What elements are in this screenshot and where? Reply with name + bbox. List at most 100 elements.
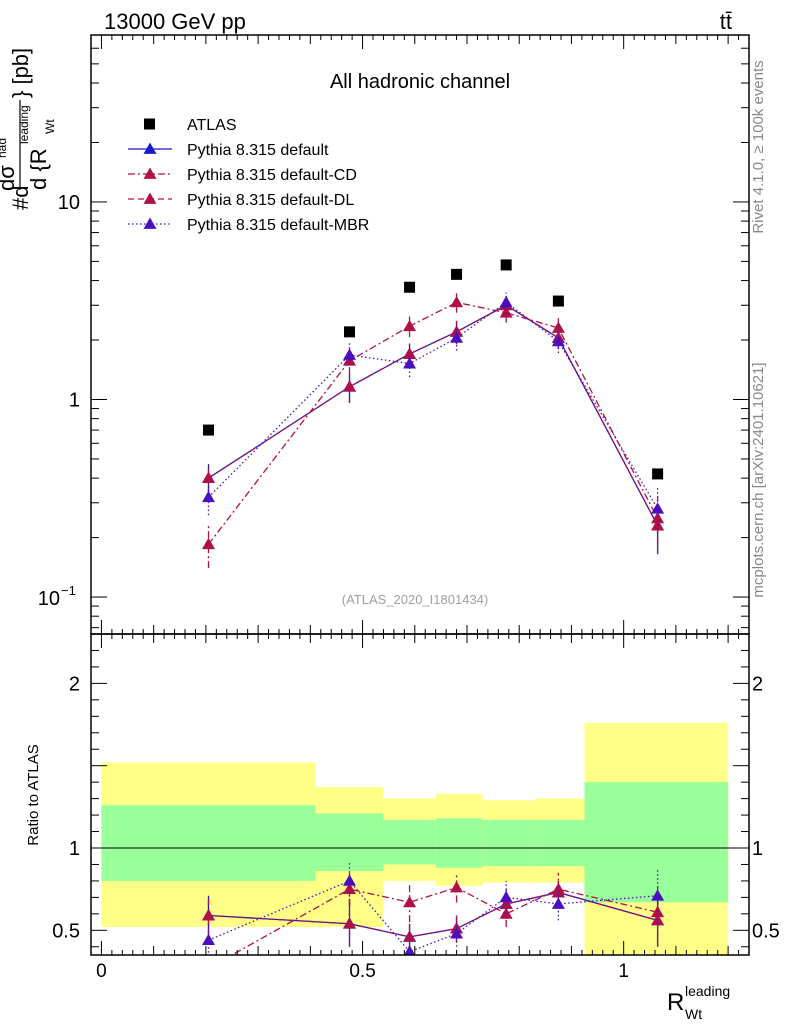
ratio-marker-dl <box>202 908 215 921</box>
legend-entry-mbr: Pythia 8.315 default-MBR <box>128 217 369 234</box>
ratio-marker-cd <box>202 962 215 973</box>
ratio-marker-dl <box>499 897 513 909</box>
legend-marker-mbr <box>143 217 157 229</box>
main-marker-mbr <box>499 295 513 308</box>
y-tick-label: 10 −1 <box>38 583 76 610</box>
main-marker-mbr <box>551 334 565 347</box>
legend-label-cd: Pythia 8.315 default-CD <box>187 167 357 184</box>
ratio-y-tick-label-right: 0.5 <box>752 920 780 942</box>
x-tick-label: 0.5 <box>349 961 375 982</box>
y-label-denominator: d {R <box>26 148 51 190</box>
ratio-marker-mbr <box>202 933 215 946</box>
ratio-y-axis-label: Ratio to ATLAS <box>25 744 42 845</box>
main-marker-dl <box>450 325 464 337</box>
main-series-atlas <box>203 259 664 480</box>
ratio-band-inner <box>584 782 729 903</box>
main-marker-cd <box>551 321 565 333</box>
ratio-marker-mbr <box>651 889 665 901</box>
main-marker-mbr <box>343 348 356 360</box>
ratio-marker-dl <box>403 930 417 942</box>
ratio-panel-frame <box>90 633 750 956</box>
main-series-mbr <box>202 292 665 538</box>
legend-entry-atlas: ATLAS <box>144 117 237 134</box>
x-tick-label: 1 <box>618 961 629 982</box>
y-tick-label-exp: −1 <box>61 583 76 598</box>
ratio-band-inner <box>534 820 585 867</box>
energy-label: 13000 GeV pp <box>104 9 246 34</box>
y-label-suffix: } [pb] <box>8 48 33 98</box>
atlas-data-point <box>451 268 463 280</box>
ratio-band-inner <box>101 805 316 881</box>
main-y-axis-label: #d dσ had d {R leading Wt } [pb] <box>0 48 57 210</box>
chart-title: All hadronic channel <box>330 71 510 93</box>
ratio-band-inner <box>315 813 384 872</box>
ratio-y-tick-label: 0.5 <box>52 920 80 942</box>
ratio-panel-background <box>91 722 749 955</box>
main-marker-cd <box>202 537 215 550</box>
main-marker-cd <box>450 295 464 308</box>
y-label-denominator-sub: Wt <box>43 119 57 134</box>
legend-swatch-atlas <box>144 118 155 130</box>
legend-entry-dl: Pythia 8.315 default-DL <box>128 192 354 209</box>
analysis-label: (ATLAS_2020_I1801434) <box>342 592 488 607</box>
main-series-cd <box>202 293 665 569</box>
ratio-marker-cd <box>403 895 417 908</box>
ratio-marker-mbr <box>551 897 565 909</box>
ratio-series-mbr <box>202 861 665 955</box>
atlas-data-point <box>552 295 564 307</box>
main-line-mbr <box>208 301 659 510</box>
main-marker-mbr <box>202 490 215 503</box>
series-layer <box>202 259 665 973</box>
main-series-default <box>202 295 665 555</box>
ratio-y-tick-label-right: 2 <box>752 673 763 695</box>
main-marker-cd <box>403 319 417 332</box>
legend: ATLAS Pythia 8.315 default Pythia 8.315 de… <box>128 117 369 234</box>
main-series-dl <box>202 295 665 555</box>
ratio-y-tick-label-right: 1 <box>752 838 763 860</box>
y-label-denominator-sup: leading <box>17 105 31 144</box>
ratio-marker-mbr <box>403 945 416 955</box>
atlas-data-point <box>652 468 664 480</box>
y-tick-label-base: 10 <box>38 588 60 610</box>
atlas-data-point <box>344 326 355 338</box>
rivet-label: Rivet 4.1.0, ≥ 100k events <box>750 60 767 233</box>
legend-label-mbr: Pythia 8.315 default-MBR <box>187 217 369 234</box>
legend-label-atlas: ATLAS <box>187 117 237 134</box>
atlas-data-point <box>404 281 416 293</box>
x-tick-label: 0 <box>96 961 107 982</box>
main-marker-dl <box>202 471 215 483</box>
legend-marker-cd <box>143 167 157 179</box>
ratio-y-tick-label: 2 <box>69 673 80 695</box>
legend-marker-dl <box>143 192 157 204</box>
x-axis-label: R leading Wt <box>667 983 730 1022</box>
y-tick-label: 10 <box>58 192 80 214</box>
ratio-band-inner <box>383 820 436 865</box>
process-label: tt̄ <box>720 9 732 34</box>
source-label: mcplots.cern.ch [arXiv:2401.10621] <box>750 362 767 597</box>
ratio-marker-cd <box>450 881 464 893</box>
ratio-y-tick-label: 1 <box>69 838 80 860</box>
legend-entry-default: Pythia 8.315 default <box>128 142 329 159</box>
x-label-sup: leading <box>685 983 730 999</box>
y-label-numerator: dσ <box>0 165 19 191</box>
legend-entry-cd: Pythia 8.315 default-CD <box>128 167 357 184</box>
legend-marker-default <box>143 142 157 154</box>
ratio-band-inner <box>482 820 535 867</box>
ratio-marker-mbr <box>499 890 513 903</box>
main-marker-dl <box>403 347 417 359</box>
ratio-marker-dl <box>343 917 356 929</box>
ratio-band-inner <box>435 818 483 868</box>
main-marker-mbr <box>450 331 464 343</box>
legend-label-default: Pythia 8.315 default <box>187 142 329 159</box>
ratio-marker-mbr <box>343 874 356 886</box>
main-marker-dl <box>343 380 356 392</box>
main-line-cd <box>207 301 659 545</box>
x-label-main: R <box>667 989 684 1016</box>
x-label-sub: Wt <box>685 1006 702 1022</box>
frames-layer <box>90 34 750 956</box>
main-line-default <box>208 304 659 526</box>
atlas-data-point <box>500 259 512 271</box>
main-marker-mbr <box>651 502 665 514</box>
